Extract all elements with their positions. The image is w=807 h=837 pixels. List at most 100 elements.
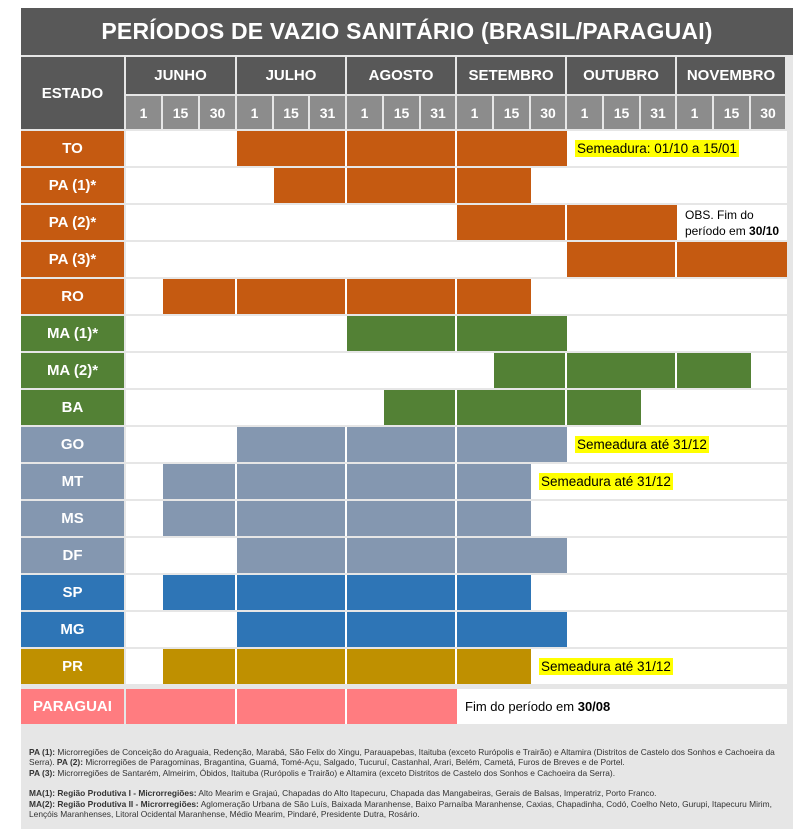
- state-label: PR: [21, 649, 124, 684]
- month-header: AGOSTO: [347, 57, 455, 94]
- period-cell: [457, 612, 494, 647]
- period-cell: [310, 689, 345, 724]
- period-cell: [347, 689, 384, 724]
- period-cell: [237, 501, 274, 536]
- month-header: OUTUBRO: [567, 57, 675, 94]
- period-cell: [163, 501, 200, 536]
- period-cell: [494, 649, 531, 684]
- period-cell: [310, 538, 345, 573]
- period-cell: [494, 353, 531, 388]
- period-cell: [347, 649, 384, 684]
- period-cell: [604, 353, 641, 388]
- day-header: 1: [457, 96, 492, 129]
- period-cell: [567, 242, 604, 277]
- period-cell: [310, 464, 345, 499]
- period-cell: [531, 538, 567, 573]
- note-text-bold: 30/08: [577, 699, 611, 714]
- period-cell: [274, 131, 310, 166]
- period-cell: [457, 464, 494, 499]
- state-label: PARAGUAI: [21, 689, 124, 724]
- period-cell: [567, 390, 604, 425]
- day-header: 15: [163, 96, 198, 129]
- row-background: [126, 501, 787, 536]
- row-note: Semeadura até 31/12: [535, 649, 787, 684]
- footnote-pa2-label: PA (2):: [54, 757, 83, 768]
- period-cell: [200, 689, 235, 724]
- period-cell: [677, 242, 714, 277]
- period-cell: [310, 131, 345, 166]
- period-cell: [421, 390, 455, 425]
- period-cell: [751, 242, 787, 277]
- row-background: [126, 575, 787, 610]
- footnote-ma2-text: Aglomeração Urbana de São Luís, Baixada …: [29, 798, 772, 820]
- footnote-ma1: MA(1): Região Produtiva I - Microrregiõe…: [29, 788, 785, 798]
- period-cell: [494, 538, 531, 573]
- day-header: 15: [384, 96, 419, 129]
- period-cell: [274, 612, 310, 647]
- period-cell: [531, 427, 567, 462]
- period-cell: [163, 649, 200, 684]
- state-label: TO: [21, 131, 124, 166]
- period-cell: [421, 612, 455, 647]
- period-cell: [531, 390, 565, 425]
- period-cell: [163, 575, 200, 610]
- row-background: [126, 242, 787, 277]
- period-cell: [310, 649, 345, 684]
- state-label: SP: [21, 575, 124, 610]
- period-cell: [457, 649, 494, 684]
- period-cell: [494, 131, 531, 166]
- day-header: 30: [200, 96, 235, 129]
- note-highlight: Semeadura: 01/10 a 15/01: [575, 140, 739, 157]
- period-cell: [567, 353, 604, 388]
- note-highlight: Semeadura até 31/12: [539, 658, 673, 675]
- state-label: RO: [21, 279, 124, 314]
- note-text: OBS. Fim do período em 30/10: [685, 207, 783, 239]
- period-cell: [457, 427, 494, 462]
- period-cell: [274, 649, 310, 684]
- footnote-pa3-label: PA (3):: [29, 767, 56, 778]
- period-cell: [126, 689, 163, 724]
- period-cell: [457, 131, 494, 166]
- period-cell: [274, 501, 310, 536]
- row-background: [126, 464, 787, 499]
- period-cell: [421, 689, 457, 724]
- period-cell: [274, 538, 310, 573]
- day-header: 1: [126, 96, 161, 129]
- period-cell: [421, 501, 455, 536]
- note-text-bold: 30/10: [749, 223, 780, 238]
- footnote-pa2-text: Microrregiões de Paragominas, Bragantina…: [83, 757, 625, 768]
- day-header: 1: [347, 96, 382, 129]
- footnote-ma1-label: MA(1): Região Produtiva I - Microrregiõe…: [29, 788, 197, 799]
- period-cell: [457, 390, 494, 425]
- period-cell: [604, 205, 641, 240]
- period-cell: [310, 427, 345, 462]
- period-cell: [347, 464, 384, 499]
- row-note: Semeadura até 31/12: [571, 427, 787, 462]
- period-cell: [163, 279, 200, 314]
- period-cell: [714, 242, 751, 277]
- period-cell: [421, 316, 455, 351]
- period-cell: [457, 316, 494, 351]
- period-cell: [421, 649, 455, 684]
- row-background: [126, 390, 787, 425]
- period-cell: [531, 353, 565, 388]
- note-text: Fim do período em 30/08: [465, 699, 610, 714]
- period-cell: [163, 689, 200, 724]
- period-cell: [384, 131, 421, 166]
- period-cell: [274, 575, 310, 610]
- period-cell: [457, 205, 494, 240]
- period-cell: [200, 464, 235, 499]
- period-cell: [384, 427, 421, 462]
- footnotes: PA (1): Microrregiões de Conceição do Ar…: [21, 737, 793, 829]
- row-note: Semeadura até 31/12: [535, 464, 787, 499]
- period-cell: [237, 538, 274, 573]
- period-cell: [384, 279, 421, 314]
- period-cell: [274, 689, 310, 724]
- state-label: DF: [21, 538, 124, 573]
- period-cell: [494, 464, 531, 499]
- period-cell: [384, 689, 421, 724]
- period-cell: [347, 316, 384, 351]
- footnote-pa1-label: PA (1):: [29, 747, 56, 757]
- period-cell: [494, 316, 531, 351]
- period-cell: [494, 427, 531, 462]
